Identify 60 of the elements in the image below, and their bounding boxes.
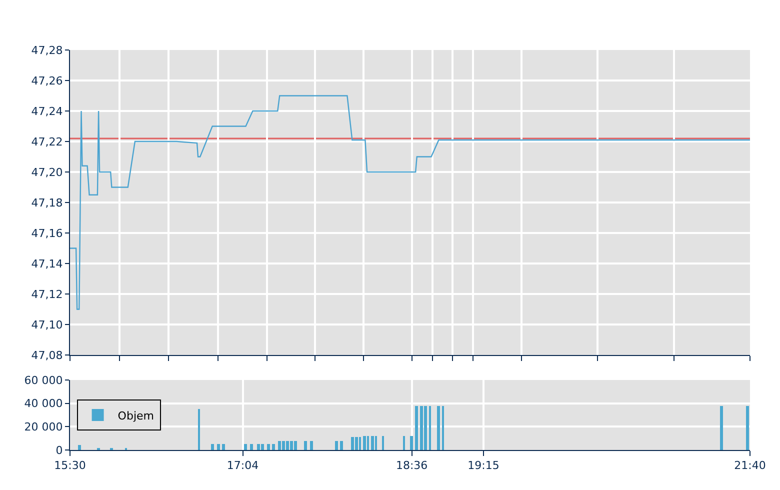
y-tick-label: 47,14 [31, 257, 63, 270]
bar [410, 436, 413, 450]
bar [282, 441, 285, 450]
bar [351, 437, 354, 450]
bar [442, 406, 444, 450]
bar [424, 406, 427, 450]
bar [294, 441, 297, 450]
bar [272, 444, 275, 450]
bar [304, 441, 307, 450]
y-tick-label: 20 000 [24, 420, 63, 434]
x-tick-label: 21:40 [734, 459, 766, 472]
bar [415, 406, 418, 450]
bar [371, 436, 374, 450]
bar [250, 444, 253, 450]
bar [382, 436, 384, 450]
y-tick-label: 47,10 [31, 318, 63, 332]
bar [278, 441, 281, 450]
bar [257, 444, 260, 450]
bar [355, 437, 358, 450]
y-tick-label: 47,20 [31, 166, 63, 179]
bar [367, 436, 369, 450]
y-tick-label: 47,18 [31, 196, 63, 210]
bar [340, 441, 343, 450]
bar [198, 409, 200, 450]
bar [720, 406, 723, 450]
bar [222, 444, 225, 450]
bar [261, 444, 264, 450]
bar [211, 444, 214, 450]
bar [359, 437, 361, 450]
y-tick-label: 47,22 [31, 135, 63, 148]
y-tick-label: 47,16 [31, 226, 63, 240]
bar [78, 445, 81, 450]
bar [363, 436, 366, 450]
y-tick-label: 47,08 [31, 348, 63, 362]
y-tick-label: 47,26 [31, 74, 63, 88]
x-tick-label: 18:36 [396, 459, 428, 472]
bar [217, 444, 220, 450]
bar [290, 441, 293, 450]
y-tick-label: 47,12 [31, 288, 63, 301]
bar [286, 441, 289, 450]
x-tick-label: 19:15 [468, 459, 500, 472]
line-series [70, 95, 750, 310]
y-tick-label: 47,24 [31, 104, 63, 118]
x-tick-label: 17:04 [226, 459, 259, 472]
bar [335, 441, 338, 450]
bar [375, 436, 377, 450]
bar [244, 444, 247, 450]
y-tick-label: 0 [56, 444, 63, 457]
bar [746, 406, 749, 450]
x-tick-label: 15:30 [54, 459, 86, 472]
y-tick-label: 60 000 [24, 374, 63, 387]
bar [267, 444, 270, 450]
bar [310, 441, 313, 450]
bar [403, 436, 405, 450]
bar [420, 406, 423, 450]
bar [437, 406, 440, 450]
legend-label: Objem [118, 409, 154, 422]
y-tick-label: 40 000 [24, 397, 63, 410]
y-tick-label: 47,28 [31, 44, 63, 57]
bar [429, 406, 431, 450]
